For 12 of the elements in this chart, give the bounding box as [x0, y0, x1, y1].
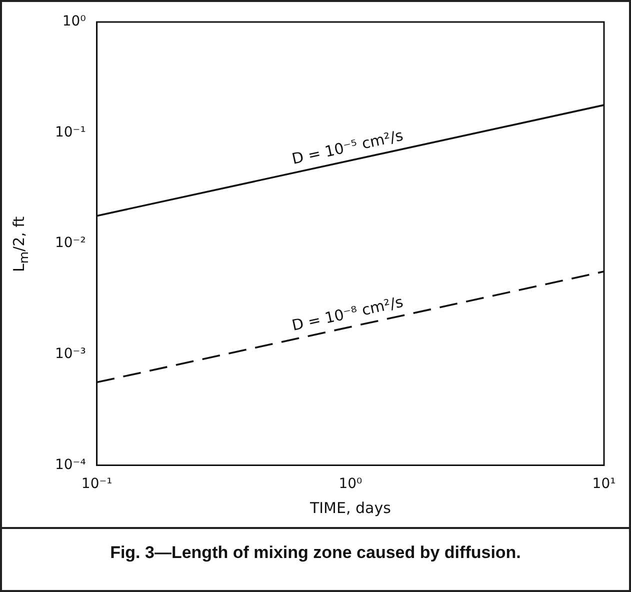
caption: Fig. 3—Length of mixing zone caused by diffusion. [2, 527, 629, 563]
x-tick-label: 10⁰ [338, 476, 363, 492]
text: D = 10⁻⁸ cm²/s [290, 292, 405, 334]
y-tick-label: 10⁰ [62, 14, 86, 30]
x-axis-title: TIME, days [308, 498, 392, 517]
y-tick-label: 10⁻² [54, 235, 86, 252]
y-tick-label: 10⁻⁴ [54, 456, 86, 473]
x-tick-label: 10⁻¹ [81, 476, 112, 492]
y-tick-label: 10⁻¹ [54, 124, 86, 140]
y-tick-label: 10⁻³ [54, 346, 86, 362]
text: D = 10⁻⁵ cm²/s [290, 126, 405, 168]
x-tick-label: 10¹ [592, 476, 616, 492]
